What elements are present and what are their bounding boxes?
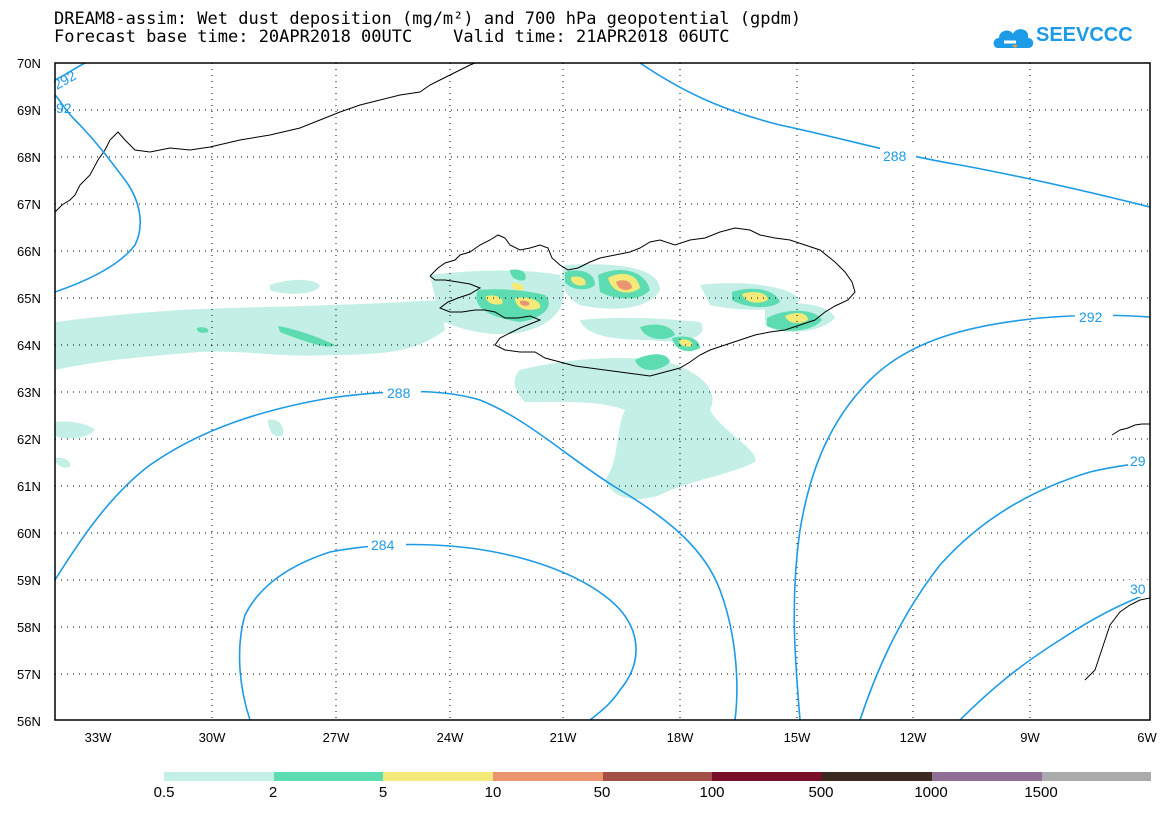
contour-label-30-right: 30 xyxy=(1130,581,1146,597)
lat-label: 67N xyxy=(17,197,41,212)
lon-label: 12W xyxy=(900,730,927,745)
norway-coast-south xyxy=(1084,597,1150,681)
legend-swatch xyxy=(931,772,1042,781)
legend-swatch xyxy=(164,772,274,781)
lat-label: 56N xyxy=(17,714,41,729)
lat-label: 61N xyxy=(17,479,41,494)
contour-labels: 288 292 288 284 292 92 29 30 xyxy=(51,67,1150,597)
lat-label: 59N xyxy=(17,573,41,588)
lat-label: 65N xyxy=(17,291,41,306)
lat-label: 64N xyxy=(17,338,41,353)
lat-label: 62N xyxy=(17,432,41,447)
legend-swatch xyxy=(273,772,384,781)
lat-label: 58N xyxy=(17,620,41,635)
legend-label: 2 xyxy=(268,784,278,801)
lat-label: 68N xyxy=(17,150,41,165)
legend-swatch xyxy=(1041,772,1152,781)
longitude-labels: 33W 30W 27W 24W 21W 18W 15W 12W 9W 6W xyxy=(85,730,1158,745)
legend-label: 50 xyxy=(593,784,611,801)
lon-label: 18W xyxy=(667,730,694,745)
lat-label: 69N xyxy=(17,103,41,118)
contour-label-292-right: 292 xyxy=(1079,309,1103,325)
map-frame xyxy=(54,62,1151,721)
legend-label: 5 xyxy=(378,784,388,801)
map-title-line1: DREAM8-assim: Wet dust deposition (mg/m²… xyxy=(54,9,802,29)
legend-colorbar xyxy=(164,772,1152,781)
contour-label-284: 284 xyxy=(371,537,395,553)
greenland-coast xyxy=(55,63,476,213)
dust-field xyxy=(55,264,835,500)
lon-label: 27W xyxy=(323,730,350,745)
legend-swatch xyxy=(602,772,713,781)
lon-label: 30W xyxy=(199,730,226,745)
lon-label: 21W xyxy=(550,730,577,745)
lon-label: 33W xyxy=(85,730,112,745)
lat-label: 70N xyxy=(17,56,41,71)
graticule xyxy=(55,63,1150,720)
iceland-coast xyxy=(429,227,856,377)
legend-label: 500 xyxy=(808,784,834,801)
lat-label: 57N xyxy=(17,667,41,682)
coastlines xyxy=(55,63,1150,681)
legend-label: 10 xyxy=(484,784,502,801)
legend-label: 0.5 xyxy=(153,784,175,801)
map-title-line2: Forecast base time: 20APR2018 00UTC Vali… xyxy=(54,27,730,47)
seevccc-logo: SEEVCCC xyxy=(990,18,1150,58)
contour-label-92-topleft: 92 xyxy=(56,100,72,116)
contour-label-29-right: 29 xyxy=(1130,453,1146,469)
lon-label: 15W xyxy=(784,730,811,745)
lat-label: 60N xyxy=(17,526,41,541)
geopotential-contours xyxy=(55,63,1150,720)
lon-label: 24W xyxy=(437,730,464,745)
lat-label: 66N xyxy=(17,244,41,259)
legend-label: 1000 xyxy=(914,784,948,801)
legend-swatch xyxy=(822,772,932,781)
lat-label: 63N xyxy=(17,385,41,400)
logo-text: SEEVCCC xyxy=(1036,24,1133,46)
legend-labels: 0.5 2 5 10 50 100 500 1000 1500 xyxy=(0,784,1175,804)
contour-label-288-mid: 288 xyxy=(387,385,411,401)
latitude-labels: 70N 69N 68N 67N 66N 65N 64N 63N 62N 61N … xyxy=(17,56,41,729)
norway-coast-north xyxy=(1111,423,1150,436)
lon-label: 9W xyxy=(1020,730,1040,745)
legend-label: 1500 xyxy=(1024,784,1058,801)
legend-swatch xyxy=(712,772,823,781)
legend-swatch xyxy=(383,772,494,781)
contour-label-288-top: 288 xyxy=(883,148,907,164)
lon-label: 6W xyxy=(1137,730,1157,745)
cloud-icon xyxy=(993,29,1034,48)
legend-swatch xyxy=(493,772,603,781)
legend-label: 100 xyxy=(699,784,725,801)
